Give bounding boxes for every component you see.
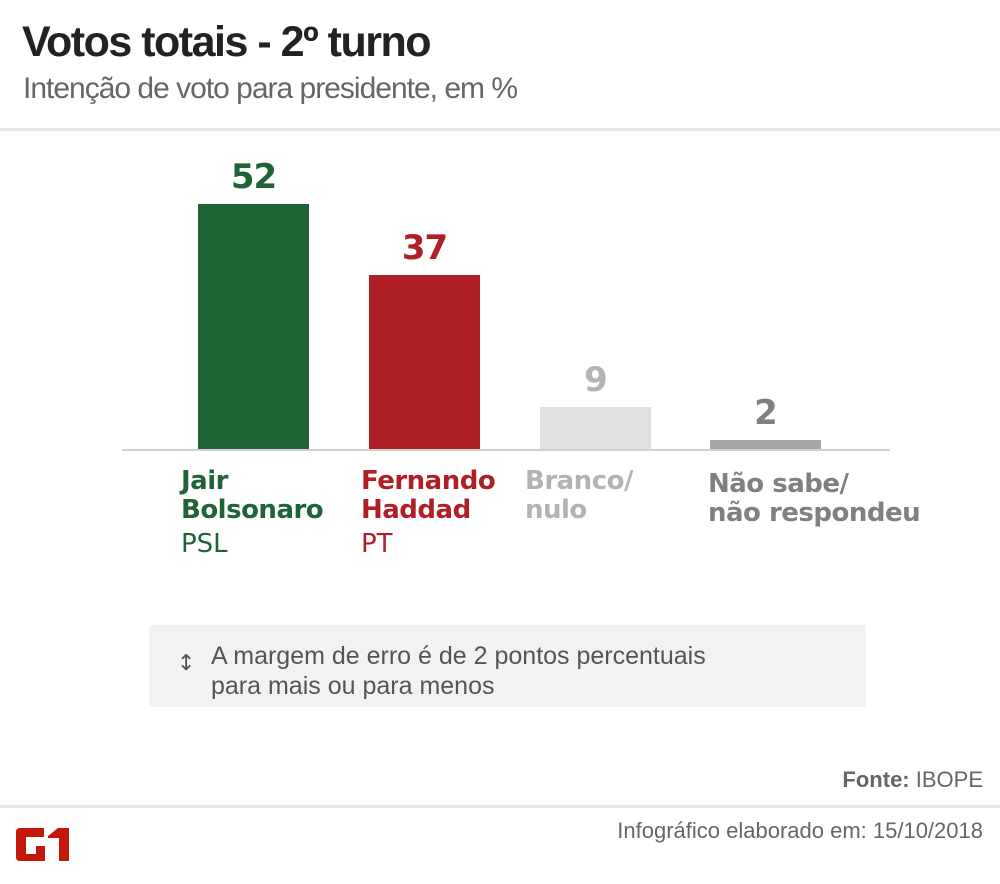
category-label: Fernando Haddad xyxy=(361,466,496,525)
category-label: Não sabe/não respondeu xyxy=(708,469,921,528)
margin-of-error-text: A margem de erro é de 2 pontos percentua… xyxy=(211,642,706,700)
bar-0 xyxy=(198,204,309,449)
bar-value-label: 52 xyxy=(230,157,277,197)
infographic-date: Infográfico elaborado em: 15/10/2018 xyxy=(617,818,983,843)
category-label: Branco/nulo xyxy=(525,466,633,525)
bar-chart: 52 Jair Bolsonaro PSL 37 Fernando Haddad PT 9 Bra… xyxy=(181,157,921,559)
chart-title: Votos totais - 2º turno xyxy=(22,18,432,66)
chart-subtitle: Intenção de voto para presidente, em % xyxy=(23,72,518,105)
source-credit: Fonte: IBOPE xyxy=(842,767,983,792)
updown-arrow-icon: ↕ xyxy=(177,651,196,676)
bar-value-label: 9 xyxy=(584,360,608,400)
bottom-divider xyxy=(0,805,1000,808)
bar-1 xyxy=(369,275,480,449)
g1-logo xyxy=(16,828,69,861)
party-label: PSL xyxy=(181,529,228,559)
bar-value-label: 37 xyxy=(401,228,448,268)
party-label: PT xyxy=(361,529,393,559)
top-divider xyxy=(0,128,1000,131)
bar-2 xyxy=(540,407,651,449)
bar-3 xyxy=(710,440,821,449)
margin-of-error-box xyxy=(149,625,866,707)
bar-value-label: 2 xyxy=(754,393,778,433)
chart-baseline xyxy=(122,449,890,451)
category-label: Jair Bolsonaro xyxy=(181,466,324,525)
